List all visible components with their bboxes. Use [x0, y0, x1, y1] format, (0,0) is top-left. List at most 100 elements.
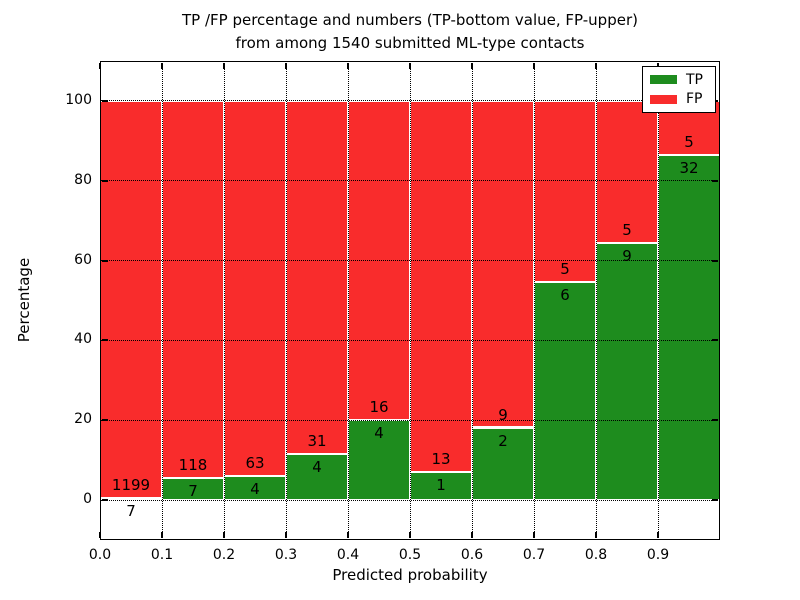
legend: TP FP — [642, 66, 716, 113]
x-tick-label-0.4: 0.4 — [336, 547, 360, 563]
y-tick-right — [712, 499, 718, 502]
x-axis-label: Predicted probability — [332, 566, 488, 584]
x-tick-bottom — [223, 532, 225, 538]
gridline-x-0.6 — [471, 61, 473, 540]
bar-label-tp-0: 7 — [126, 501, 136, 520]
x-tick-bottom — [657, 532, 659, 538]
legend-swatch-tp — [650, 75, 677, 85]
x-tick-top — [285, 63, 287, 69]
y-tick-right — [712, 179, 718, 182]
x-tick-label-0.5: 0.5 — [398, 547, 422, 563]
bar-label-fp-0: 1199 — [111, 475, 151, 494]
bar-label-fp-4: 16 — [369, 398, 389, 417]
x-tick-label-0.7: 0.7 — [522, 547, 546, 563]
bar-label-fp-8: 5 — [622, 221, 632, 240]
x-tick-bottom — [99, 532, 101, 538]
y-tick-label-80: 80 — [74, 171, 92, 188]
y-tick-left — [102, 179, 108, 182]
gridline-y-100 — [100, 100, 720, 102]
x-tick-bottom — [161, 532, 163, 538]
bar-label-fp-6: 9 — [498, 405, 508, 424]
x-tick-top — [409, 63, 411, 69]
bar-tp-segment-7 — [534, 282, 596, 501]
bar-label-tp-5: 1 — [436, 475, 446, 494]
y-tick-label-0: 0 — [83, 491, 92, 508]
gridline-x-0.3 — [285, 61, 287, 540]
y-tick-left — [102, 419, 108, 422]
x-tick-top — [99, 63, 101, 69]
y-tick-left — [102, 339, 108, 342]
y-tick-label-20: 20 — [74, 411, 92, 428]
gridline-x-0.5 — [409, 61, 411, 540]
bar-label-tp-1: 7 — [188, 481, 198, 500]
bar-label-fp-2: 63 — [245, 454, 265, 473]
x-tick-label-0.0: 0.0 — [88, 547, 112, 563]
x-tick-bottom — [595, 532, 597, 538]
x-tick-bottom — [285, 532, 287, 538]
bar-fp-segment-1 — [162, 100, 224, 478]
gridline-y-20 — [100, 419, 720, 421]
y-tick-label-40: 40 — [74, 331, 92, 348]
bar-fp-segment-2 — [224, 100, 286, 477]
bar-tp-segment-9 — [658, 154, 720, 501]
x-tick-label-0.8: 0.8 — [584, 547, 608, 563]
y-tick-left — [102, 499, 108, 502]
legend-label-fp: FP — [686, 91, 703, 108]
chart-title-line2: from among 1540 submitted ML-type contac… — [235, 34, 585, 52]
x-tick-label-0.2: 0.2 — [212, 547, 236, 563]
bar-label-fp-3: 31 — [307, 432, 327, 451]
legend-item-tp: TP — [650, 73, 715, 87]
gridline-y-40 — [100, 339, 720, 341]
y-tick-left — [102, 259, 108, 262]
chart-title: TP /FP percentage and numbers (TP-bottom… — [20, 9, 800, 55]
legend-swatch-fp — [650, 94, 677, 104]
bar-label-tp-2: 4 — [250, 480, 260, 499]
x-tick-top — [471, 63, 473, 69]
bar-label-tp-6: 2 — [498, 431, 508, 450]
x-tick-top — [161, 63, 163, 69]
y-tick-right — [712, 259, 718, 262]
gridline-x-0.4 — [347, 61, 349, 540]
bar-label-fp-9: 5 — [684, 132, 694, 151]
bar-label-fp-1: 118 — [178, 455, 208, 474]
x-tick-top — [533, 63, 535, 69]
gridline-y-60 — [100, 260, 720, 262]
chart-title-line1: TP /FP percentage and numbers (TP-bottom… — [182, 11, 638, 29]
bar-label-fp-7: 5 — [560, 260, 570, 279]
x-tick-label-0.6: 0.6 — [460, 547, 484, 563]
x-tick-top — [347, 63, 349, 69]
bar-fp-segment-0 — [100, 100, 162, 498]
y-tick-label-60: 60 — [74, 251, 92, 268]
x-tick-top — [223, 63, 225, 69]
gridline-x-0.8 — [595, 61, 597, 540]
bar-fp-segment-3 — [286, 100, 348, 455]
gridline-x-0.2 — [223, 61, 225, 540]
bar-label-tp-7: 6 — [560, 286, 570, 305]
x-tick-label-0.1: 0.1 — [150, 547, 174, 563]
bar-label-tp-8: 9 — [622, 247, 632, 266]
bar-label-tp-9: 32 — [679, 158, 699, 177]
y-tick-right — [712, 339, 718, 342]
bar-label-fp-5: 13 — [431, 449, 451, 468]
x-tick-label-0.3: 0.3 — [274, 547, 298, 563]
bar-fp-segment-6 — [472, 100, 534, 428]
bar-label-tp-3: 4 — [312, 458, 322, 477]
x-tick-bottom — [347, 532, 349, 538]
bar-tp-segment-8 — [596, 243, 658, 501]
gridline-y-80 — [100, 180, 720, 182]
bar-tp-segment-3 — [286, 454, 348, 501]
bar-fp-segment-7 — [534, 100, 596, 283]
bar-tp-segment-6 — [472, 427, 534, 501]
y-tick-label-100: 100 — [65, 91, 92, 108]
x-tick-bottom — [471, 532, 473, 538]
x-tick-label-0.9: 0.9 — [646, 547, 670, 563]
gridline-x-0.7 — [533, 61, 535, 540]
x-tick-top — [595, 63, 597, 69]
y-tick-left — [102, 99, 108, 102]
legend-label-tp: TP — [686, 71, 703, 88]
legend-item-fp: FP — [650, 92, 715, 106]
x-tick-bottom — [533, 532, 535, 538]
gridline-x-0.1 — [161, 61, 163, 540]
y-tick-right — [712, 419, 718, 422]
x-tick-bottom — [409, 532, 411, 538]
